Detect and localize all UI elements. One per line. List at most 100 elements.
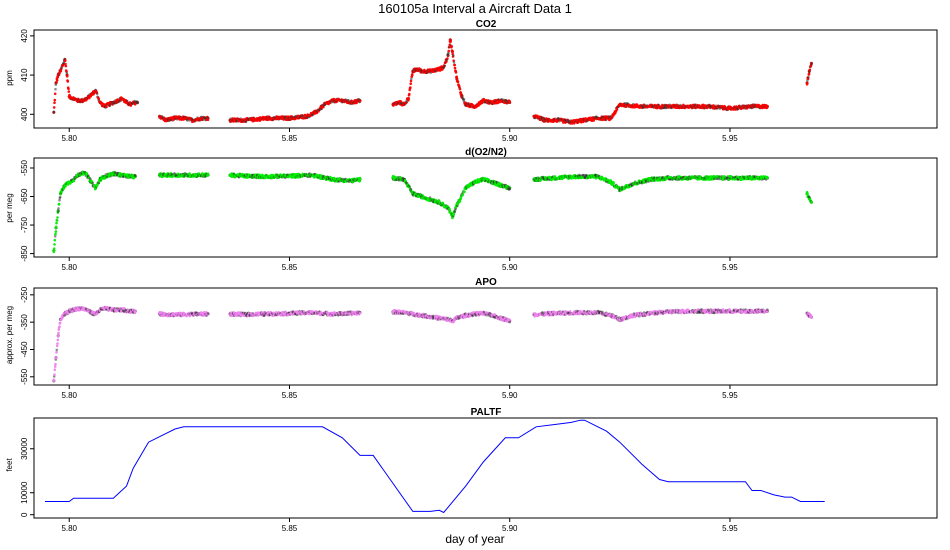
panel-apo-point [56, 342, 59, 345]
panel-do2n2-point [64, 184, 67, 188]
panel-co2-point [54, 83, 58, 86]
panel-co2-point [347, 99, 350, 102]
panel-co2-point [446, 57, 449, 60]
panel-apo-point [134, 310, 137, 313]
panel-co2-point [409, 86, 412, 89]
panel-co2-point [452, 61, 456, 64]
panel-do2n2-point [54, 230, 58, 233]
panel-do2n2: d(O2/N2) per meg 5.80 5.85 5.90 5.95-850-75… [5, 147, 938, 272]
panel-co2-point [53, 98, 57, 102]
panel-co2-point [52, 106, 56, 109]
panel-do2n2-point [206, 172, 210, 176]
panel-co2-point [66, 80, 70, 83]
panel-co2-frame [33, 29, 938, 129]
panel-co2-point [58, 72, 61, 75]
panel-co2-point [409, 79, 413, 83]
panel-co2-point [206, 118, 210, 121]
panel-apo-ytick-label: -450 [20, 341, 29, 358]
panel-do2n2-point [134, 174, 137, 177]
panel-do2n2-point [612, 181, 615, 185]
panel-apo-point [58, 321, 62, 325]
panel-do2n2-point [56, 216, 59, 219]
panel-apo-xtick-label: 5.95 [722, 391, 738, 400]
panel-co2-title: CO2 [476, 19, 497, 30]
panel-co2-point [409, 82, 413, 85]
panel-apo-point [206, 312, 210, 315]
figure-title: 160105a Interval a Aircraft Data 1 [378, 1, 572, 16]
panel-apo-point [55, 344, 59, 348]
panel-do2n2-xtick-label: 5.95 [722, 263, 738, 272]
panel-co2-point [136, 101, 139, 105]
panel-co2-point [56, 76, 60, 79]
panel-co2-point [661, 103, 664, 107]
panel-co2-point [357, 98, 361, 101]
panel-apo-point [358, 311, 362, 315]
panel-co2-point [449, 39, 453, 42]
panel-do2n2-point [409, 187, 413, 191]
panel-apo-ytick-label: -250 [20, 286, 29, 303]
panel-do2n2-ylabel: per meg [5, 193, 14, 222]
panel-co2-point [410, 77, 413, 81]
panel-do2n2-point [54, 232, 57, 236]
panel-co2-point [657, 103, 661, 107]
panel-apo-point [412, 311, 416, 315]
panel-do2n2-point [53, 238, 57, 242]
panel-co2-point [443, 64, 447, 68]
panel-apo-point [55, 351, 58, 354]
panel-do2n2-point [766, 176, 769, 179]
panel-co2-point [462, 98, 466, 101]
panel-do2n2-point [52, 247, 56, 250]
panel-apo-xtick-label: 5.90 [502, 391, 518, 400]
panel-do2n2-point [54, 225, 58, 229]
panel-co2-point [301, 114, 305, 118]
panel-co2-point [65, 71, 69, 75]
panel-co2-point [461, 94, 464, 98]
panel-do2n2-ytick-label: -750 [20, 216, 29, 233]
panel-co2-point [615, 108, 619, 111]
panel-co2-ytick-label: 410 [20, 68, 29, 82]
panel-apo-frame [33, 287, 938, 386]
panel-co2-point [450, 45, 454, 48]
panel-co2-point [97, 97, 101, 101]
panel-co2-point [452, 54, 455, 57]
panel-apo-ylabel: approx. per meg [5, 306, 14, 364]
panel-apo-point [58, 325, 61, 329]
panel-co2-point [411, 73, 414, 77]
panel-do2n2-point [58, 195, 62, 199]
panel-apo-xtick-label: 5.85 [282, 391, 298, 400]
panel-do2n2-point [57, 207, 60, 210]
panel-co2-ylabel: ppm [5, 70, 14, 86]
panel-apo-title: APO [475, 277, 497, 288]
panel-co2-point [447, 49, 451, 53]
panel-do2n2-point [358, 176, 362, 180]
panel-apo-point [56, 335, 60, 338]
panel-co2-point [805, 82, 809, 86]
panel-apo-point [54, 356, 58, 360]
panel-apo: APO approx. per meg 5.80 5.85 5.90 5.95-550… [5, 277, 938, 400]
panel-do2n2-xtick-label: 5.90 [502, 263, 518, 272]
panel-co2-point [67, 90, 71, 93]
panel-co2-point [408, 92, 411, 96]
panel-apo-point [56, 338, 60, 342]
panel-do2n2-title: d(O2/N2) [465, 147, 507, 158]
panel-do2n2-ytick-label: -550 [20, 159, 29, 176]
panel-co2-point [63, 59, 67, 62]
panel-apo-point [55, 348, 59, 352]
panel-do2n2-point [461, 193, 465, 196]
panel-co2-ytick-label: 400 [20, 107, 29, 121]
panel-co2-point [456, 80, 460, 84]
panel-co2-point [54, 87, 57, 91]
panel-do2n2-point [508, 187, 512, 191]
panel-co2-point [53, 101, 56, 105]
panel-do2n2-point [452, 213, 456, 216]
panel-apo-point [53, 365, 57, 368]
panel-apo-point [53, 373, 56, 377]
panel-co2-point [766, 105, 769, 108]
panel-do2n2-frame [33, 157, 938, 258]
panel-do2n2-ytick-label: -650 [20, 188, 29, 205]
panel-co2-ytick-label: 420 [20, 29, 29, 43]
panel-do2n2-point [55, 219, 59, 222]
panel-apo-ytick-label: -350 [20, 314, 29, 331]
panel-co2-point [95, 92, 99, 96]
panel-co2-point [508, 100, 512, 104]
